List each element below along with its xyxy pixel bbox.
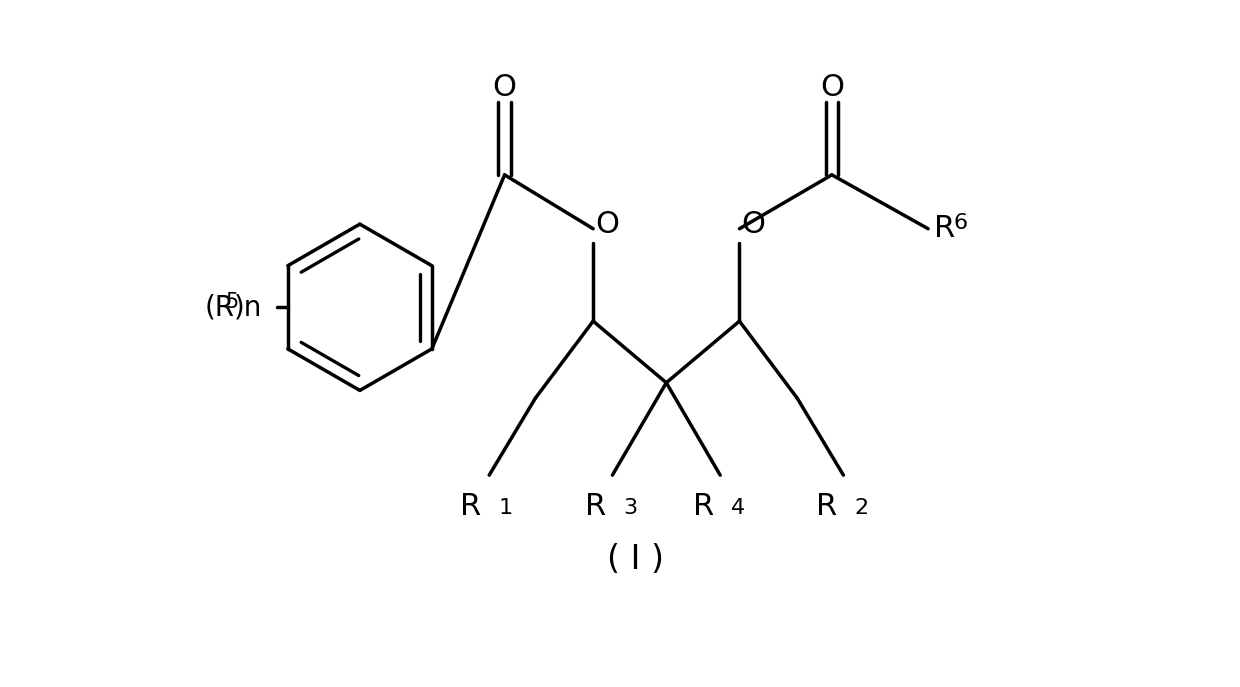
Text: R: R — [460, 492, 481, 521]
Text: )n: )n — [233, 293, 262, 322]
Text: O: O — [595, 210, 619, 239]
Text: R: R — [585, 492, 606, 521]
Text: 6: 6 — [954, 214, 967, 234]
Text: ( I ): ( I ) — [608, 543, 663, 576]
Text: R: R — [693, 492, 714, 521]
Text: 4: 4 — [730, 498, 745, 518]
Text: O: O — [820, 74, 844, 102]
Text: (R: (R — [205, 293, 234, 322]
Text: 1: 1 — [498, 498, 512, 518]
Text: O: O — [742, 210, 765, 239]
Text: R: R — [816, 492, 837, 521]
Text: R: R — [934, 214, 956, 243]
Text: 2: 2 — [854, 498, 868, 518]
Text: 3: 3 — [624, 498, 637, 518]
Text: O: O — [492, 74, 517, 102]
Text: 5: 5 — [226, 292, 239, 312]
